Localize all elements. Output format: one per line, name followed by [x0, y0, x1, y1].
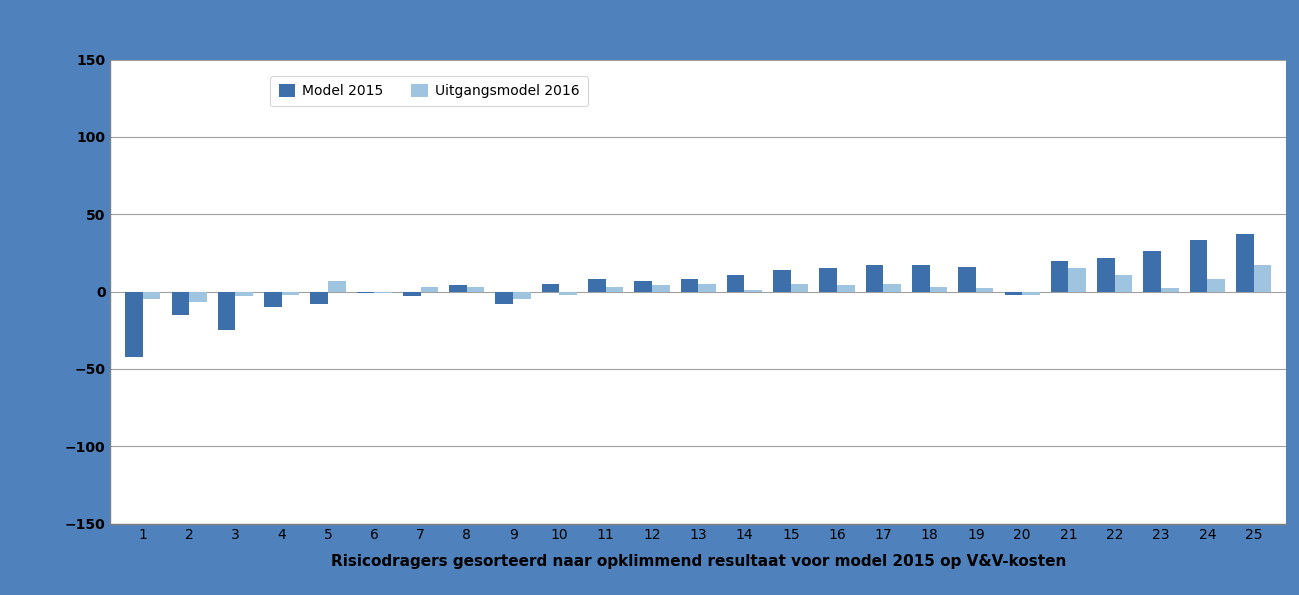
Bar: [1190, 240, 1207, 292]
Bar: [865, 265, 883, 292]
Bar: [1022, 292, 1039, 295]
Bar: [976, 289, 994, 292]
Bar: [374, 292, 392, 293]
Bar: [190, 292, 207, 302]
Bar: [125, 292, 143, 356]
Bar: [1207, 279, 1225, 292]
Bar: [959, 267, 976, 292]
Bar: [837, 286, 855, 292]
Bar: [912, 265, 930, 292]
Bar: [1237, 234, 1254, 292]
X-axis label: Risicodragers gesorteerd naar opklimmend resultaat voor model 2015 op V&V-kosten: Risicodragers gesorteerd naar opklimmend…: [330, 553, 1066, 569]
Bar: [282, 292, 299, 295]
Bar: [218, 292, 235, 330]
Bar: [1161, 289, 1178, 292]
Bar: [727, 274, 744, 292]
Bar: [1051, 261, 1069, 292]
Bar: [1143, 251, 1161, 292]
Bar: [357, 292, 374, 293]
Legend: Model 2015, Uitgangsmodel 2016: Model 2015, Uitgangsmodel 2016: [270, 76, 587, 107]
Bar: [513, 292, 531, 299]
Bar: [634, 281, 652, 292]
Bar: [495, 292, 513, 304]
Bar: [773, 270, 791, 292]
Bar: [421, 287, 438, 292]
Bar: [171, 292, 190, 315]
Bar: [143, 292, 160, 299]
Bar: [403, 292, 421, 296]
Bar: [466, 287, 485, 292]
Bar: [235, 292, 253, 296]
Bar: [1004, 292, 1022, 295]
Bar: [820, 268, 837, 292]
Bar: [883, 284, 902, 292]
Bar: [560, 292, 577, 295]
Bar: [744, 290, 763, 292]
Bar: [791, 284, 808, 292]
Bar: [1098, 258, 1115, 292]
Bar: [699, 284, 716, 292]
Bar: [264, 292, 282, 307]
Bar: [542, 284, 560, 292]
Bar: [310, 292, 327, 304]
Bar: [1115, 274, 1133, 292]
Bar: [1069, 268, 1086, 292]
Bar: [652, 286, 669, 292]
Bar: [605, 287, 624, 292]
Bar: [588, 279, 605, 292]
Bar: [681, 279, 699, 292]
Bar: [449, 286, 466, 292]
Bar: [1254, 265, 1272, 292]
Bar: [930, 287, 947, 292]
Bar: [327, 281, 346, 292]
